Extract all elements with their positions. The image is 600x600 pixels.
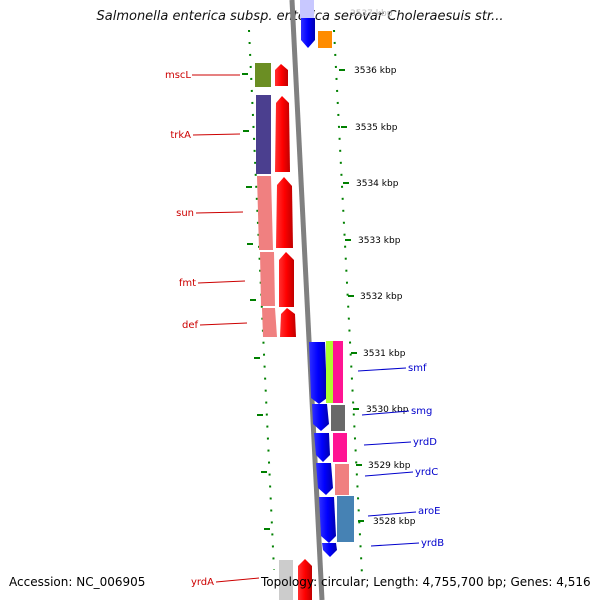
gene-arrow-sun	[276, 177, 293, 248]
bar-smf-green	[326, 341, 333, 403]
gene-arrow-fmt	[279, 252, 294, 307]
gene-arrow-smf	[309, 342, 327, 404]
top-gene-blue-light	[300, 0, 314, 18]
left-gene-labels: mscL trkA sun fmt def yrdA	[165, 70, 214, 588]
bar-smf-magenta	[333, 341, 343, 403]
top-gene-orange	[318, 31, 332, 48]
bar-fmt	[260, 252, 275, 306]
scale-label: 3528 kbp	[373, 517, 416, 527]
bar-sun	[257, 176, 273, 250]
bar-aroe	[337, 496, 354, 542]
scale-label: 3530 kbp	[366, 405, 409, 415]
right-leaders	[357, 367, 420, 547]
gene-label-left: fmt	[179, 278, 196, 289]
gene-label-left: sun	[176, 208, 194, 219]
bar-mscl	[255, 63, 271, 87]
right-gene-bars	[326, 341, 354, 542]
scale-ticks	[242, 69, 364, 530]
bar-yrda	[279, 560, 293, 600]
gene-arrow-aroe	[319, 497, 336, 543]
bar-smg	[331, 405, 345, 431]
bar-yrdd	[333, 433, 347, 462]
scale-label: 3532 kbp	[360, 292, 403, 302]
left-gene-bars	[255, 63, 293, 600]
gene-arrow-msc	[275, 64, 288, 86]
bar-yrdc	[335, 464, 349, 495]
gene-label-left: yrdA	[191, 577, 214, 588]
gene-label-right: yrdC	[415, 467, 438, 478]
gene-label-right: yrdD	[413, 437, 437, 448]
gene-arrow-yrda	[298, 559, 312, 600]
forward-strand-genes	[275, 64, 312, 600]
reverse-strand-genes	[309, 342, 337, 557]
gene-arrow-yrdd	[314, 433, 330, 462]
gene-arrow-yrdb	[322, 543, 337, 557]
scale-label: 3533 kbp	[358, 236, 401, 246]
gene-label-left: trkA	[170, 130, 191, 141]
scale-labels: 3537 kbp 3536 kbp 3535 kbp 3534 kbp 3533…	[350, 9, 416, 527]
top-gene-blue-arrow	[301, 18, 315, 48]
scale-label: 3534 kbp	[356, 179, 399, 189]
scale-label: 3537 kbp	[350, 9, 393, 19]
gene-label-left: mscL	[165, 70, 191, 81]
genome-title: Salmonella enterica subsp. enterica sero…	[96, 9, 504, 24]
left-leaders	[192, 74, 260, 583]
backbone-line	[289, 0, 325, 600]
gene-label-right: smg	[411, 406, 432, 417]
gene-label-right: yrdB	[421, 538, 444, 549]
gene-arrow-yrdc	[316, 463, 333, 495]
gene-arrow-def	[280, 308, 296, 337]
accession-text: Accession: NC_006905	[9, 575, 146, 589]
scale-label: 3535 kbp	[355, 123, 398, 133]
gene-arrow-smg	[312, 404, 329, 431]
gene-label-right: smf	[408, 363, 427, 374]
scale-label: 3529 kbp	[368, 461, 411, 471]
bar-def	[262, 308, 277, 337]
scale-label: 3531 kbp	[363, 349, 406, 359]
scale-label: 3536 kbp	[354, 66, 397, 76]
gene-label-right: aroE	[418, 506, 440, 517]
bar-trka	[256, 95, 271, 174]
gene-label-left: def	[182, 320, 199, 331]
gene-arrow-trka	[275, 96, 290, 172]
right-gene-labels: smf smg yrdD yrdC aroE yrdB	[408, 363, 444, 549]
genome-stats-text: Topology: circular; Length: 4,755,700 bp…	[261, 575, 591, 589]
